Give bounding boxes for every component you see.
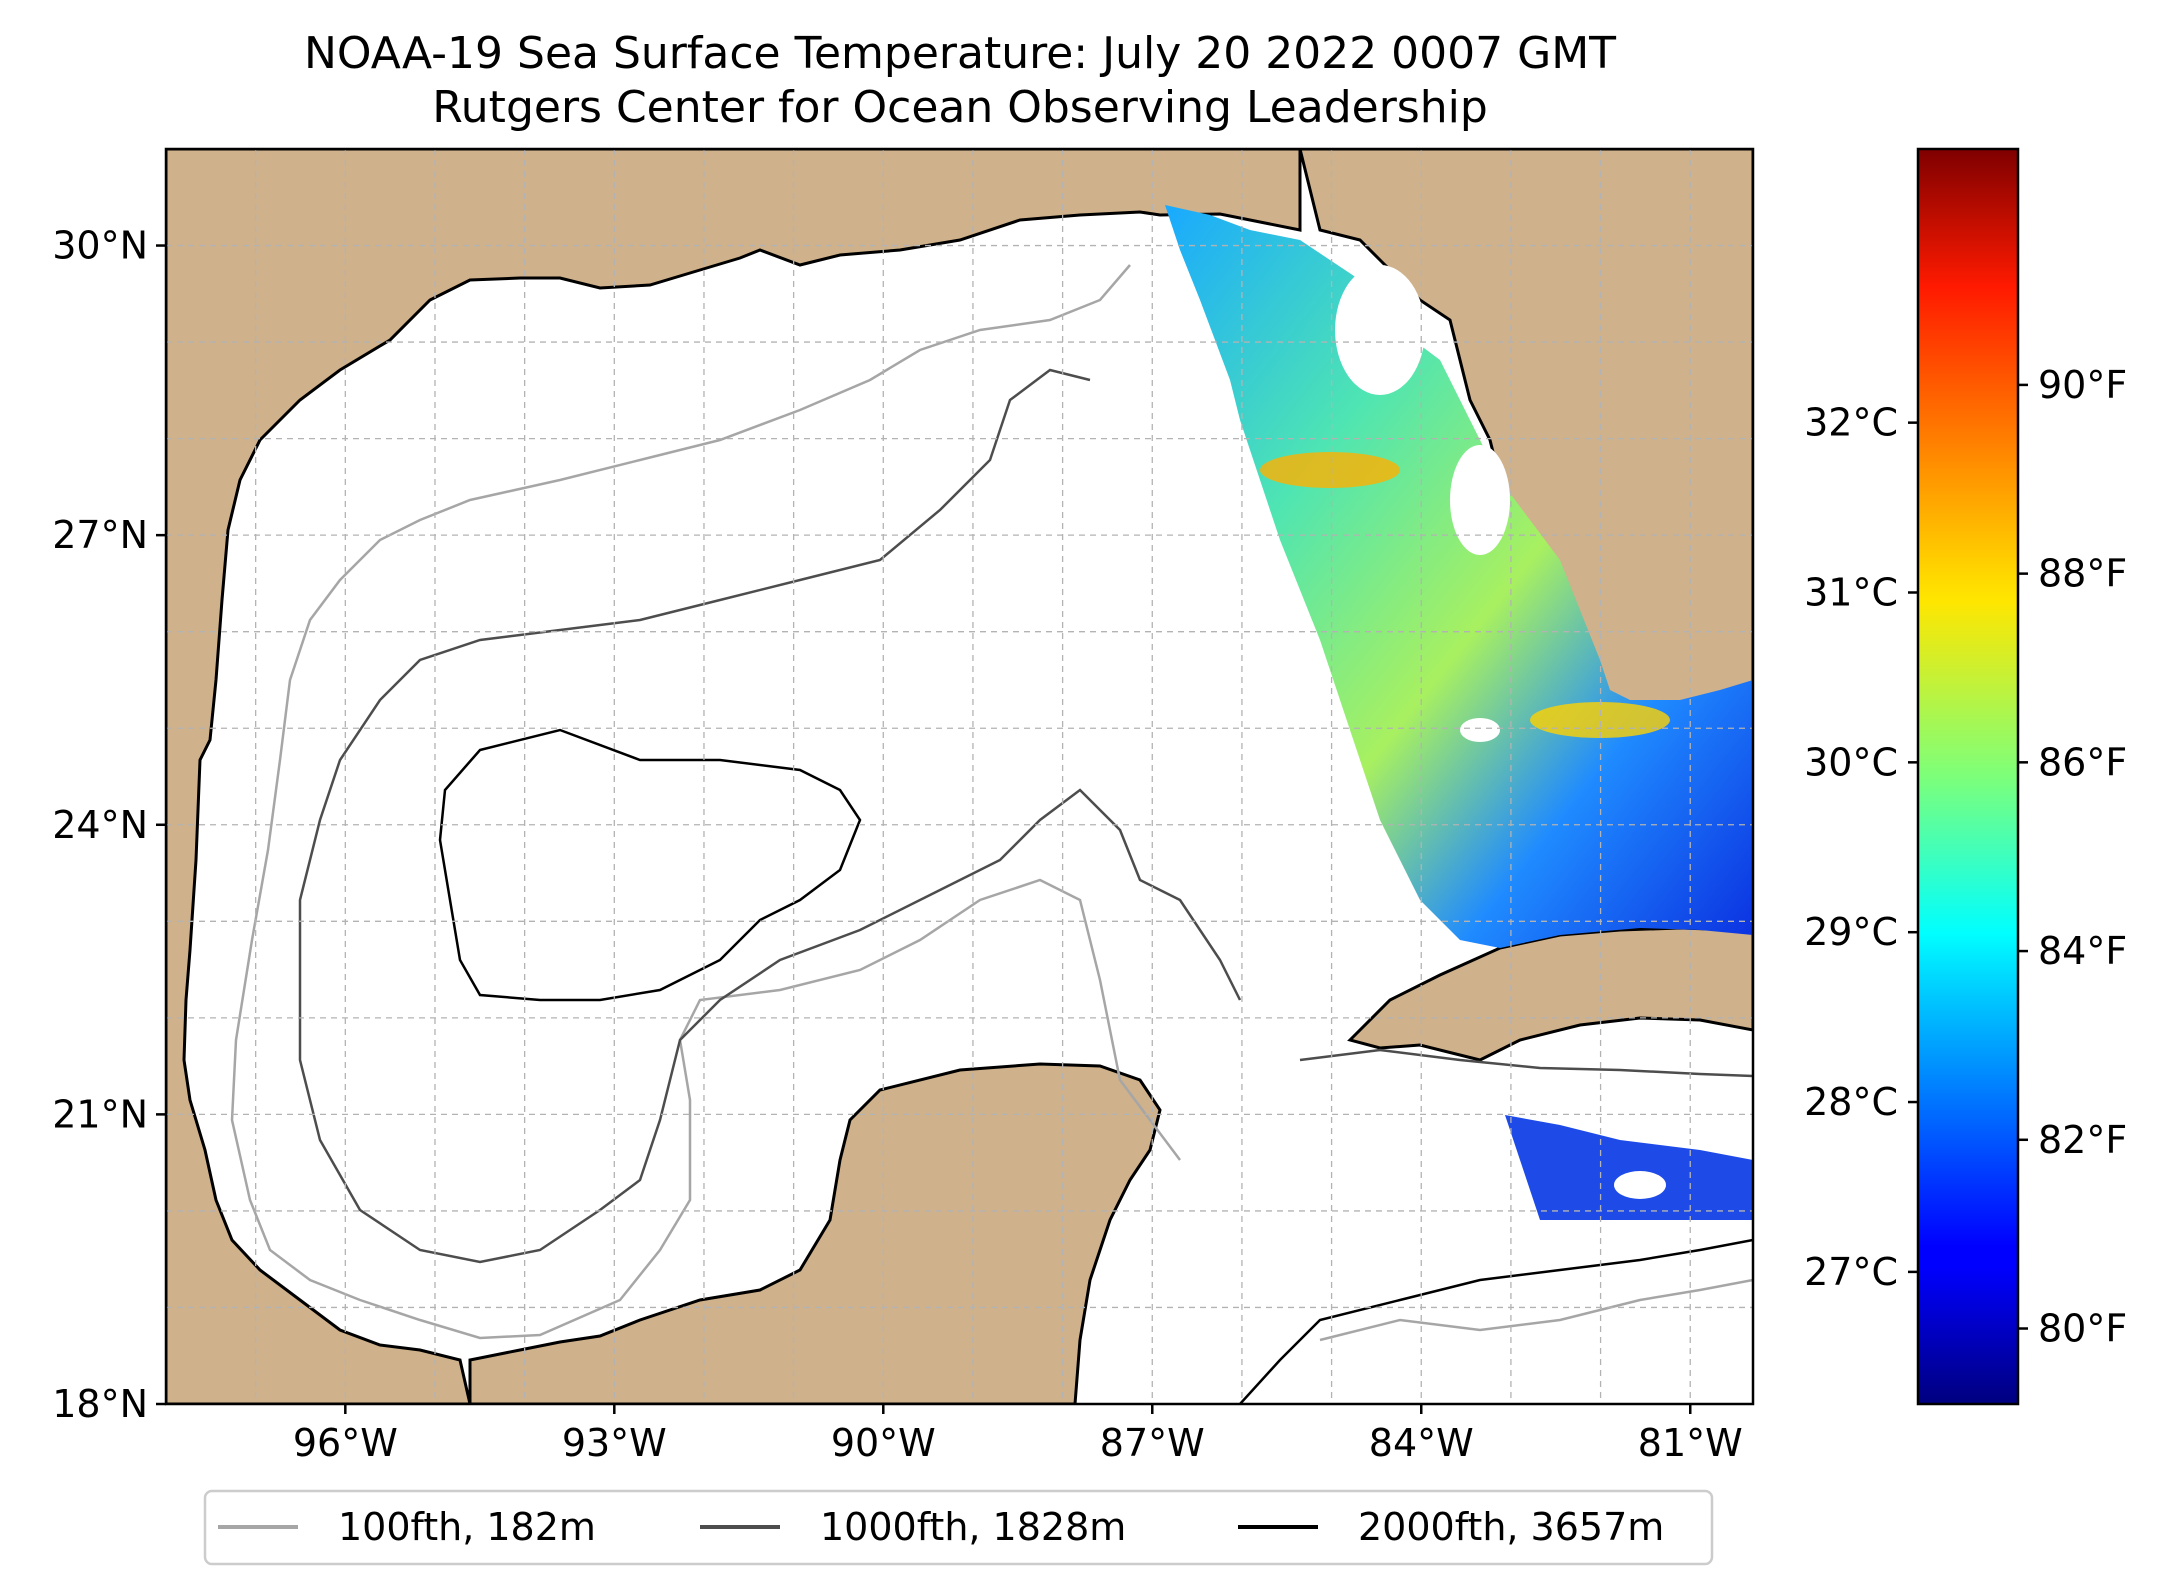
lat-tick-label: 21°N xyxy=(52,1092,148,1136)
sst-cloud-gap xyxy=(1335,265,1425,395)
sst-cloud-gap xyxy=(1460,718,1500,742)
land-us-gulf-coast xyxy=(166,149,1302,1404)
lon-tick-label: 87°W xyxy=(1100,1421,1205,1465)
colorbar-c-tick-label: 29°C xyxy=(1804,910,1898,954)
colorbar-c-tick-label: 30°C xyxy=(1804,740,1898,784)
map-panel xyxy=(166,149,1753,1404)
title-line-1: NOAA-19 Sea Surface Temperature: July 20… xyxy=(304,28,1616,79)
colorbar-f-tick-label: 86°F xyxy=(2038,740,2127,784)
land-cuba xyxy=(1347,926,1753,1062)
colorbar-c-tick-label: 28°C xyxy=(1804,1080,1898,1124)
lon-tick-label: 93°W xyxy=(562,1421,667,1465)
sst-swath-south xyxy=(1505,1115,1753,1220)
colorbar: 90°F 88°F 86°F 84°F 82°F 80°F 32°C 31°C 30°C 29°C… xyxy=(1804,147,2127,1406)
colorbar-ticks: 90°F 88°F 86°F 84°F 82°F 80°F 32°C 31°C 30°C 29°C… xyxy=(1804,363,2127,1351)
lat-tick-label: 30°N xyxy=(52,224,148,268)
contour-2000fth xyxy=(438,728,862,1002)
lat-tick-label: 18°N xyxy=(52,1382,148,1426)
contour-1000fth xyxy=(298,368,1242,1264)
colorbar-c-tick-label: 32°C xyxy=(1804,401,1898,445)
colorbar-f-tick-label: 80°F xyxy=(2038,1307,2127,1351)
colorbar-f-tick-label: 82°F xyxy=(2038,1118,2127,1162)
contour-100fth xyxy=(230,264,1181,1340)
map-gridlines xyxy=(166,149,1753,1404)
map-frame xyxy=(164,147,1755,1406)
colorbar-f-tick-label: 90°F xyxy=(2038,363,2127,407)
sst-cloud-gap xyxy=(1450,445,1510,555)
contour-2000fth xyxy=(1239,1238,1753,1404)
lat-tick-label: 24°N xyxy=(52,803,148,847)
title-line-2: Rutgers Center for Ocean Observing Leade… xyxy=(432,82,1488,133)
contour-100fth xyxy=(1319,1278,1753,1342)
legend-box xyxy=(203,1489,1714,1566)
legend-label: 1000fth, 1828m xyxy=(820,1505,1126,1549)
colorbar-gradient xyxy=(1916,147,2020,1406)
lat-tick-label: 27°N xyxy=(52,513,148,557)
lon-tick-label: 90°W xyxy=(831,1421,936,1465)
lon-tick-label: 84°W xyxy=(1369,1421,1474,1465)
legend-label: 2000fth, 3657m xyxy=(1358,1505,1664,1549)
colorbar-c-tick-label: 27°C xyxy=(1804,1250,1898,1294)
colorbar-f-tick-label: 88°F xyxy=(2038,552,2127,596)
contour-legend: 100fth, 182m 1000fth, 1828m 2000fth, 3657m xyxy=(203,1489,1714,1566)
land-yucatan xyxy=(468,1062,1162,1404)
colorbar-f-tick-label: 84°F xyxy=(2038,929,2127,973)
legend-label: 100fth, 182m xyxy=(338,1505,596,1549)
sst-cloud-gap xyxy=(1614,1171,1666,1199)
sst-swath-main xyxy=(1165,205,1753,948)
sst-warm-patch xyxy=(1530,702,1670,738)
sst-warm-patch xyxy=(1260,452,1400,488)
contour-1000fth xyxy=(1299,1048,1753,1078)
lon-tick-label: 96°W xyxy=(293,1421,398,1465)
lon-tick-label: 81°W xyxy=(1638,1421,1743,1465)
colorbar-c-tick-label: 31°C xyxy=(1804,570,1898,614)
map-axis-ticks: 30°N 27°N 24°N 21°N 18°N 96°W 93°W 90°W 87°W 84°W… xyxy=(52,224,1742,1465)
